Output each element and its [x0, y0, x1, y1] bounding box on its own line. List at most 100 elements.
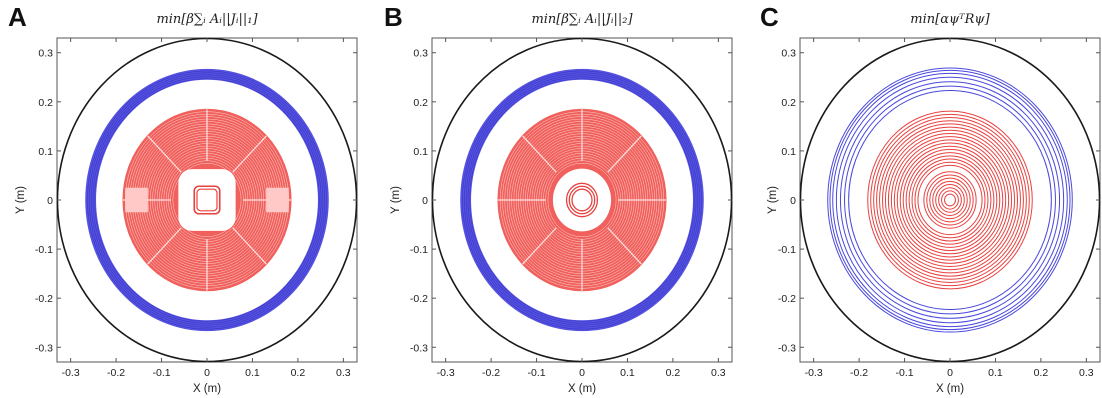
primary-coil-loop: [902, 148, 998, 252]
primary-coil-loop: [899, 145, 1001, 255]
coil-spoke: [147, 135, 182, 173]
x-axis-label: X (m): [936, 383, 964, 395]
y-tick-label: -0.3: [35, 342, 53, 354]
x-axis-label: X (m): [193, 383, 221, 395]
shield-coil-loop: [467, 76, 697, 324]
primary-coil-loop: [876, 120, 1024, 280]
y-tick-label: 0.2: [781, 97, 796, 109]
y-axis-label: Y (m): [767, 186, 779, 214]
primary-coil-loop: [929, 177, 971, 223]
coil-gap: [919, 166, 981, 234]
y-tick-label: -0.2: [410, 293, 428, 305]
y-tick-label: -0.1: [778, 244, 796, 256]
outer-boundary-circle: [799, 37, 1101, 363]
x-tick-label: 0: [579, 367, 585, 379]
coil-spoke: [232, 135, 267, 173]
shield-coil-loop: [844, 85, 1056, 315]
shield-coil-loop: [469, 78, 695, 322]
inner-coil-loop: [196, 188, 218, 212]
y-axis-label: Y (m): [15, 186, 27, 214]
shield-coil-loop: [465, 74, 699, 326]
x-tick-label: -0.3: [437, 367, 455, 379]
x-tick-label: 0.3: [336, 367, 351, 379]
primary-coil-loop: [917, 164, 983, 236]
shield-coil-loop: [829, 69, 1071, 331]
x-tick-label: 0.1: [620, 367, 635, 379]
tick-layer: -0.3 0.3 -0.2 0.2 -0.1 0.1 0 0 0.1 -0.1 0.2 -0.2 0.3…: [778, 38, 1100, 379]
panel-letter: C: [760, 2, 779, 32]
coil-spoke: [522, 135, 557, 173]
y-tick-label: 0.1: [413, 146, 428, 158]
x-tick-label: 0.1: [988, 367, 1003, 379]
y-tick-label: -0.2: [35, 293, 53, 305]
y-tick-label: 0.2: [413, 97, 428, 109]
inner-coil-loop: [193, 185, 221, 215]
y-tick-label: 0.2: [38, 97, 53, 109]
primary-coil-loop: [896, 142, 1004, 258]
plot-area: [56, 37, 358, 363]
x-tick-label: 0.3: [1079, 367, 1094, 379]
shield-coil-loop: [463, 72, 701, 328]
inner-coil-loop: [565, 182, 599, 218]
primary-coil-loop: [908, 155, 992, 245]
x-tick-label: -0.3: [62, 367, 80, 379]
primary-coil-loop: [873, 117, 1027, 283]
panel-a: A min[β∑ᵢ Aᵢ||Jᵢ||₁] X (m) Y (m) -0.3 0.3…: [8, 2, 358, 395]
primary-coil-loop: [547, 162, 617, 238]
y-tick-label: -0.1: [410, 244, 428, 256]
panel-title: min[β∑ᵢ Aᵢ||Jᵢ||₁]: [156, 12, 258, 27]
primary-coil-loop: [944, 193, 956, 207]
shield-coil-loop: [827, 67, 1073, 333]
shield-coil-loop: [835, 76, 1065, 324]
primary-coil-loop: [890, 136, 1010, 264]
x-tick-label: 0: [947, 367, 953, 379]
shield-coil-loop: [90, 74, 324, 326]
shield-coil-loop: [462, 70, 702, 330]
y-tick-label: 0.3: [781, 48, 796, 60]
x-axis-label: X (m): [568, 383, 596, 395]
tick-layer: -0.3 0.3 -0.2 0.2 -0.1 0.1 0 0 0.1 -0.1 0.2 -0.2 0.3…: [35, 38, 357, 379]
primary-coil-loop: [935, 184, 965, 216]
panel-letter: A: [8, 2, 27, 32]
x-tick-label: -0.2: [107, 367, 125, 379]
primary-coil-loop: [914, 161, 986, 239]
primary-coil-loop: [870, 113, 1030, 287]
x-tick-label: -0.2: [482, 367, 500, 379]
plot-area: [431, 37, 733, 363]
primary-coil-loop: [884, 129, 1016, 271]
primary-coil-loop: [923, 171, 977, 229]
coil-spoke: [607, 227, 642, 265]
y-tick-label: -0.1: [35, 244, 53, 256]
shield-coil-loop: [839, 81, 1061, 319]
coil-spoke: [147, 227, 182, 265]
y-tick-label: -0.3: [778, 342, 796, 354]
panel-title: min[αψᵀRψ]: [910, 12, 990, 27]
primary-coil-loop: [893, 139, 1007, 261]
x-tick-label: -0.1: [527, 367, 545, 379]
primary-coil-loop: [926, 174, 974, 226]
tick-layer: -0.3 0.3 -0.2 0.2 -0.1 0.1 0 0 0.1 -0.1 0.2 -0.2 0.3…: [410, 38, 732, 379]
y-axis-label: Y (m): [390, 186, 402, 214]
primary-coil-loop: [172, 162, 242, 238]
primary-coil-loop: [887, 132, 1013, 268]
x-tick-label: -0.2: [850, 367, 868, 379]
shield-coil-band: [460, 68, 704, 332]
shield-coil-loop: [848, 90, 1052, 310]
primary-coil-loop: [879, 123, 1021, 277]
center-hole: [201, 193, 213, 207]
y-tick-label: 0.3: [38, 48, 53, 60]
inner-coil-loop: [568, 185, 596, 215]
x-tick-label: -0.3: [805, 367, 823, 379]
x-tick-label: 0.2: [666, 367, 681, 379]
primary-coil-loop: [882, 126, 1018, 274]
shield-coil-loop: [92, 76, 322, 324]
x-tick-label: 0.2: [1034, 367, 1049, 379]
side-notch: [125, 187, 148, 213]
side-notch: [266, 187, 289, 213]
inner-coil-loop: [571, 188, 593, 212]
shield-coil-loop: [832, 72, 1068, 328]
x-tick-label: 0.1: [245, 367, 260, 379]
x-tick-label: -0.1: [895, 367, 913, 379]
y-tick-label: 0: [47, 195, 53, 207]
